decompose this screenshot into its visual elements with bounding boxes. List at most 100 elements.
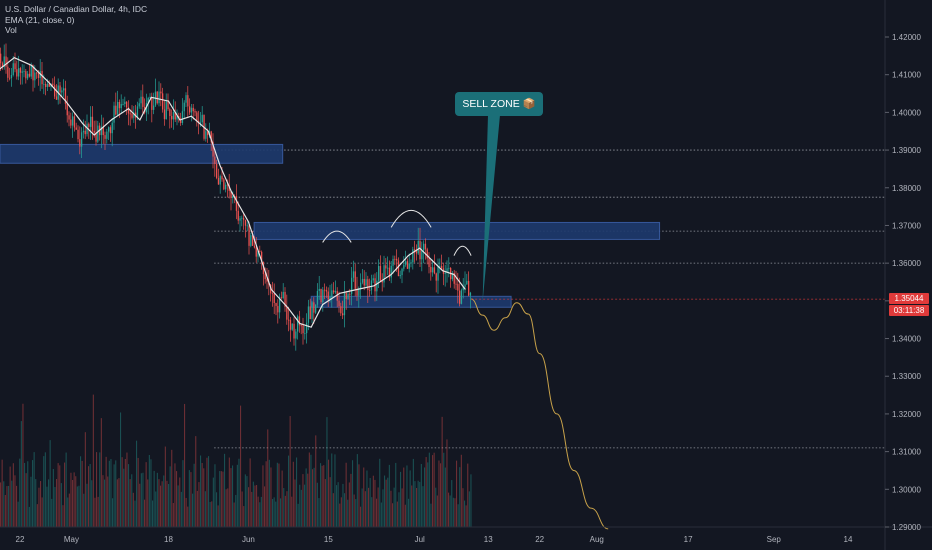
volume-bar	[465, 505, 467, 527]
volume-bar	[320, 463, 322, 527]
volume-bar	[38, 487, 40, 527]
volume-bar	[355, 499, 357, 527]
y-tick-label: 1.38000	[892, 184, 921, 193]
volume-bar	[22, 403, 24, 527]
candle-body	[244, 219, 247, 226]
candle-body	[421, 250, 423, 260]
candle-body	[90, 116, 92, 127]
candle-body	[219, 176, 221, 185]
candle-body	[392, 258, 394, 266]
volume-bar	[390, 490, 392, 527]
volume-bar	[132, 492, 134, 527]
candle-body	[412, 249, 414, 263]
legend: U.S. Dollar / Canadian Dollar, 4h, IDC E…	[5, 4, 147, 36]
candle-body	[3, 56, 5, 68]
ema-line	[0, 57, 466, 328]
volume-bar	[256, 484, 258, 527]
candle-body	[181, 111, 184, 123]
candle-body	[275, 303, 277, 306]
volume-bar	[288, 455, 290, 527]
candle-body	[124, 101, 126, 105]
y-tick-label: 1.32000	[892, 410, 921, 419]
candle-body	[142, 96, 144, 107]
volume-bar	[411, 485, 413, 527]
candle-body	[419, 241, 421, 260]
x-tick-label: 13	[484, 535, 493, 544]
volume-bar	[56, 479, 58, 527]
candle-body	[336, 291, 338, 301]
x-tick-label: 18	[164, 535, 173, 544]
candle-body	[113, 105, 115, 123]
volume-bar	[212, 477, 214, 527]
candle-body	[111, 122, 113, 134]
candle-body	[88, 123, 90, 127]
volume-bar	[150, 459, 152, 527]
volume-bar	[118, 478, 120, 527]
candle-body	[64, 88, 67, 104]
volume-bar	[211, 501, 213, 527]
candle-body	[129, 113, 131, 115]
candle-body	[390, 265, 392, 278]
candle-body	[405, 261, 407, 265]
volume-bar	[379, 458, 381, 527]
candle-body	[291, 323, 293, 330]
volume-bar	[433, 452, 435, 527]
volume-bar	[137, 457, 139, 527]
volume-bar	[324, 479, 326, 527]
volume-bar	[188, 470, 190, 527]
candle-body	[313, 302, 315, 313]
volume-bar	[328, 459, 330, 527]
volume-bar	[148, 454, 150, 527]
candle-body	[77, 129, 79, 140]
sell-zone-label[interactable]: SELL ZONE 📦	[455, 92, 543, 116]
candle-body	[356, 288, 358, 296]
volume-bar	[422, 486, 424, 527]
volume-bar	[452, 497, 454, 527]
volume-bar	[78, 485, 80, 527]
volume-bar	[112, 498, 114, 527]
candle-body	[232, 196, 234, 198]
y-tick-label: 1.31000	[892, 448, 921, 457]
volume-bar	[160, 485, 162, 527]
volume-bar	[140, 473, 142, 527]
candle-body	[277, 305, 279, 313]
candle-body	[230, 191, 232, 198]
candle-body	[104, 135, 106, 139]
x-tick-label: Aug	[590, 535, 604, 544]
candle-body	[257, 250, 259, 257]
candle-body	[102, 126, 104, 136]
candle-body	[23, 71, 25, 72]
volume-bar	[97, 496, 99, 527]
volume-bar	[126, 452, 128, 527]
volume-bar	[252, 481, 254, 527]
candle-body	[264, 274, 266, 280]
candle-body	[297, 316, 299, 332]
volume-bar	[243, 506, 245, 527]
volume-bar	[147, 479, 149, 527]
volume-bar	[395, 462, 397, 527]
volume-bar	[16, 485, 18, 527]
volume-bar	[179, 477, 181, 527]
y-tick-label: 1.42000	[892, 33, 921, 42]
candle-body	[115, 105, 117, 115]
candle-body	[253, 245, 256, 248]
volume-bar	[121, 457, 123, 527]
candle-body	[289, 319, 292, 330]
candle-body	[9, 77, 11, 79]
volume-bar	[344, 493, 346, 527]
candle-body	[196, 112, 198, 121]
candle-body	[68, 115, 70, 120]
candle-body	[214, 156, 216, 164]
volume-bar	[46, 486, 48, 527]
volume-bar	[94, 497, 96, 527]
volume-bar	[292, 461, 294, 527]
volume-bar	[313, 467, 315, 527]
volume-bar	[174, 463, 176, 527]
volume-bar	[164, 446, 166, 527]
volume-bar	[404, 504, 406, 527]
volume-bar	[116, 479, 118, 527]
volume-bar	[219, 471, 221, 527]
volume-bar	[8, 485, 10, 527]
candle-body	[441, 265, 443, 269]
